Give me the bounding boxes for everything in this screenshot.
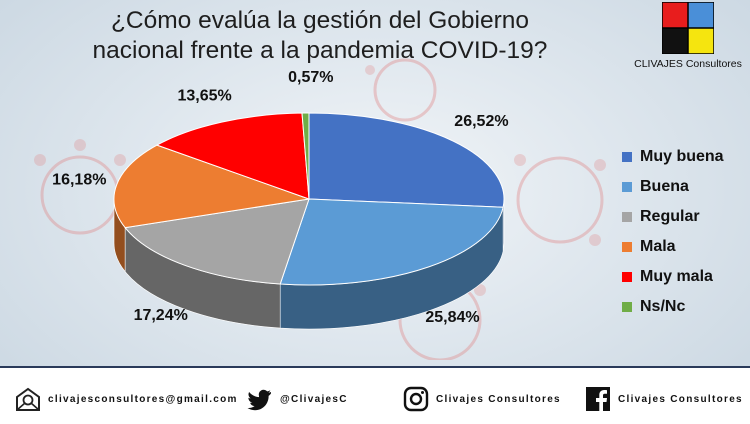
data-label: 13,65% [177, 87, 231, 104]
footer-twitter-text: @ClivajesC [280, 393, 348, 405]
legend-item: Regular [622, 202, 724, 232]
title-line-1: ¿Cómo evalúa la gestión del Gobierno [110, 7, 530, 34]
facebook-icon [586, 387, 610, 412]
email-icon [16, 387, 40, 411]
data-label: 16,18% [52, 171, 106, 188]
footer-email[interactable]: clivajesconsultores@gmail.com [14, 385, 238, 413]
footer-instagram-text: Clivajes Consultores [436, 393, 561, 405]
chart-legend: Muy buena Buena Regular Mala Muy mala Ns/Nc [622, 142, 724, 322]
logo-grid-icon [662, 2, 714, 54]
legend-swatch [622, 242, 632, 252]
legend-item: Muy buena [622, 142, 724, 172]
legend-label: Muy buena [640, 148, 724, 165]
background-virus-decoration [34, 58, 606, 360]
chart-title: ¿Cómo evalúa la gestión del Gobierno nac… [20, 6, 620, 66]
legend-item: Mala [622, 232, 724, 262]
pie-slice-muy-mala [155, 112, 310, 200]
legend-label: Ns/Nc [640, 298, 686, 315]
legend-swatch [622, 212, 632, 222]
footer-facebook[interactable]: Clivajes Consultores [584, 385, 743, 413]
logo-text: CLIVAJES Consultores [634, 58, 742, 70]
pie-slice-ns-nc [301, 112, 310, 200]
footer-facebook-text: Clivajes Consultores [618, 393, 743, 405]
legend-label: Mala [640, 238, 676, 255]
data-label: 17,24% [134, 307, 188, 324]
title-line-2: nacional frente a la pandemia COVID-19? [92, 37, 548, 64]
pie-slice-regular [124, 198, 310, 285]
pie-slice-mala [113, 144, 310, 229]
legend-swatch [622, 272, 632, 282]
footer-instagram[interactable]: Clivajes Consultores [402, 385, 561, 413]
pie-slice-buena [279, 198, 504, 286]
pie-chart: 26,52% 25,84% 17,24% 16,18% 13,65% 0,57% [52, 69, 509, 330]
legend-item: Ns/Nc [622, 292, 724, 322]
legend-label: Muy mala [640, 268, 713, 285]
legend-item: Buena [622, 172, 724, 202]
legend-item: Muy mala [622, 262, 724, 292]
footer-twitter[interactable]: @ClivajesC [246, 385, 348, 413]
twitter-icon [247, 389, 271, 411]
footer-email-text: clivajesconsultores@gmail.com [48, 393, 238, 405]
data-label: 26,52% [454, 113, 508, 130]
data-label: 0,57% [288, 69, 333, 86]
legend-label: Regular [640, 208, 700, 225]
legend-swatch [622, 302, 632, 312]
instagram-icon [403, 386, 429, 412]
legend-swatch [622, 182, 632, 192]
pie-slice-muy-buena [308, 112, 505, 208]
footer-bar: clivajesconsultores@gmail.com @ClivajesC… [0, 366, 750, 424]
legend-swatch [622, 152, 632, 162]
data-label: 25,84% [425, 309, 479, 326]
clivajes-logo: CLIVAJES Consultores [626, 2, 750, 74]
legend-label: Buena [640, 178, 689, 195]
